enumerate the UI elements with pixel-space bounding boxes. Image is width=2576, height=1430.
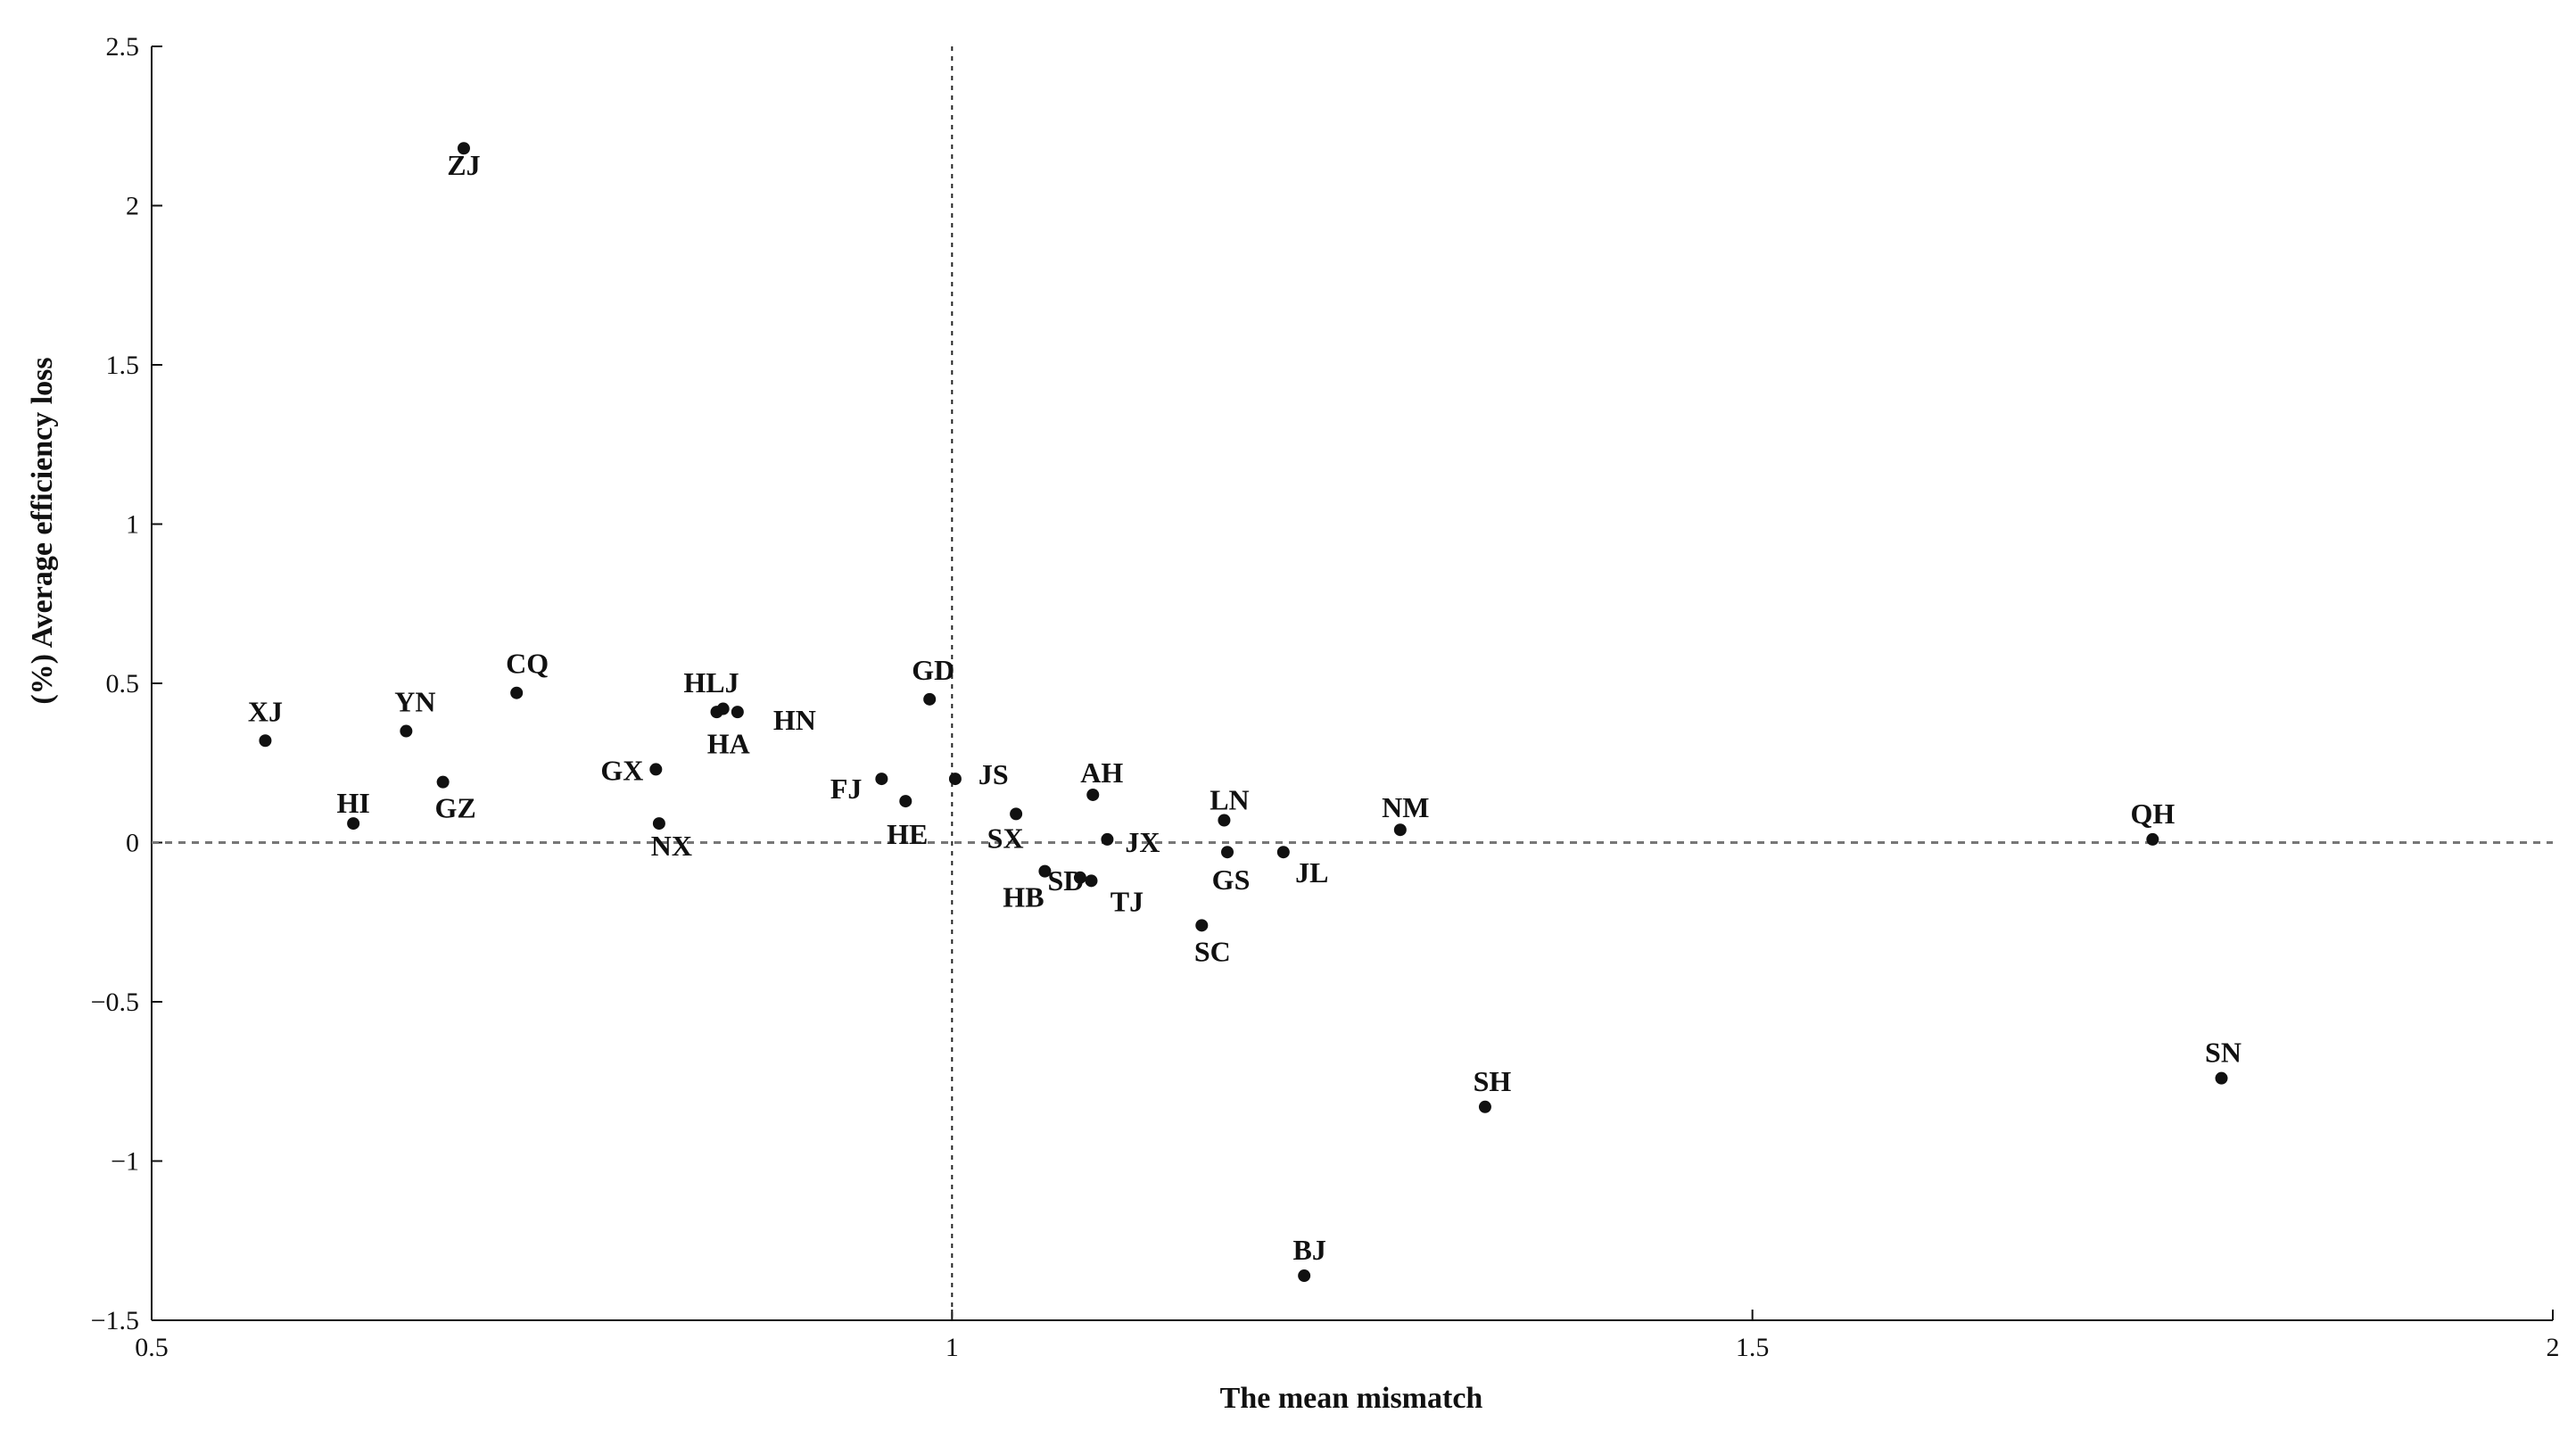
- y-tick-label: 1: [126, 510, 139, 540]
- data-point-qh: [2146, 832, 2159, 846]
- point-label-jl: JL: [1295, 856, 1328, 889]
- point-label-hn: HN: [773, 704, 816, 736]
- data-point-gd: [923, 692, 937, 706]
- x-tick-label: 0.5: [135, 1333, 169, 1362]
- data-point-gs: [1221, 846, 1234, 859]
- data-points: ZJ XJ YN CQ HI GZ HLJ HA HN GX NX GD FJ HE JS SX AH JX SDH…: [248, 142, 2242, 1283]
- point-label-fj: FJ: [830, 773, 863, 805]
- data-point-zj: [457, 142, 470, 155]
- point-label-sh: SH: [1474, 1065, 1512, 1097]
- y-tick-label: 2: [126, 192, 139, 221]
- axes-layer: 0.5 1 1.5 2 −1.5 −1 −0.5 0 0.5 1 1.5 2 2.5: [91, 32, 2560, 1362]
- point-label-ha: HA: [707, 728, 750, 760]
- y-tick-label: 2.5: [106, 32, 140, 62]
- data-point-yn: [400, 724, 413, 738]
- point-label-zj: ZJ: [447, 149, 480, 181]
- data-point-sd: [1073, 871, 1086, 884]
- y-tick-label: 0.5: [106, 669, 140, 698]
- data-point-fj: [875, 773, 888, 786]
- point-label-bj: BJ: [1292, 1234, 1325, 1266]
- point-label-sn: SN: [2205, 1037, 2242, 1069]
- x-tick-label: 1.5: [1736, 1333, 1770, 1362]
- y-tick-label: −1.5: [91, 1306, 139, 1335]
- data-point-sc: [1195, 919, 1209, 932]
- data-point-js: [948, 773, 962, 786]
- point-label-xj: XJ: [248, 695, 283, 727]
- point-label-gx: GX: [600, 754, 643, 786]
- point-label-nm: NM: [1382, 791, 1429, 823]
- point-label-hb: HB: [1003, 881, 1044, 913]
- y-tick-label: −0.5: [91, 988, 139, 1017]
- point-label-tj: TJ: [1110, 885, 1144, 917]
- data-point-hn: [731, 706, 744, 719]
- point-label-gs: GS: [1212, 864, 1251, 896]
- data-point-hb: [1038, 864, 1052, 878]
- x-axis-label: The mean mismatch: [1220, 1382, 1483, 1415]
- point-label-jx: JX: [1125, 826, 1160, 858]
- data-point-ln: [1218, 814, 1231, 827]
- y-tick-label: 1.5: [106, 351, 140, 380]
- point-label-hi: HI: [336, 787, 369, 819]
- point-label-cq: CQ: [506, 648, 549, 680]
- point-label-sd: SD: [1047, 864, 1084, 897]
- x-tick-label: 2: [2547, 1333, 2560, 1362]
- data-point-tj: [1085, 874, 1098, 888]
- point-label-gz: GZ: [435, 792, 476, 824]
- point-label-ah: AH: [1080, 756, 1123, 789]
- data-point-gx: [649, 763, 663, 776]
- data-point-xj: [259, 734, 272, 748]
- data-point-jl: [1276, 846, 1290, 859]
- data-point-nx: [652, 817, 665, 831]
- point-label-ln: LN: [1210, 784, 1249, 816]
- data-point-sh: [1478, 1100, 1491, 1113]
- point-label-sx: SX: [987, 822, 1024, 854]
- reference-lines: [152, 46, 2553, 1320]
- data-point-gz: [436, 775, 450, 789]
- point-label-gd: GD: [912, 654, 954, 686]
- x-tick-label: 1: [945, 1333, 959, 1362]
- y-tick-label: 0: [126, 829, 139, 858]
- data-point-sx: [1010, 807, 1023, 821]
- data-point-jx: [1101, 832, 1114, 846]
- point-label-qh: QH: [2130, 798, 2175, 830]
- data-point-sn: [2215, 1071, 2228, 1085]
- data-point-ha: [716, 702, 730, 715]
- data-point-hi: [347, 817, 360, 831]
- point-label-hlj: HLJ: [683, 666, 739, 698]
- data-point-bj: [1298, 1269, 1311, 1283]
- data-point-nm: [1393, 823, 1407, 837]
- data-point-cq: [510, 686, 524, 699]
- point-label-sc: SC: [1194, 935, 1231, 967]
- y-tick-label: −1: [111, 1147, 139, 1177]
- point-label-yn: YN: [394, 686, 435, 718]
- data-point-he: [899, 795, 912, 808]
- point-label-he: HE: [887, 818, 928, 850]
- point-label-js: JS: [978, 758, 1009, 790]
- data-point-ah: [1086, 788, 1100, 801]
- y-axis-label: (%) Average efficiency loss: [26, 357, 59, 704]
- point-label-nx: NX: [651, 830, 692, 862]
